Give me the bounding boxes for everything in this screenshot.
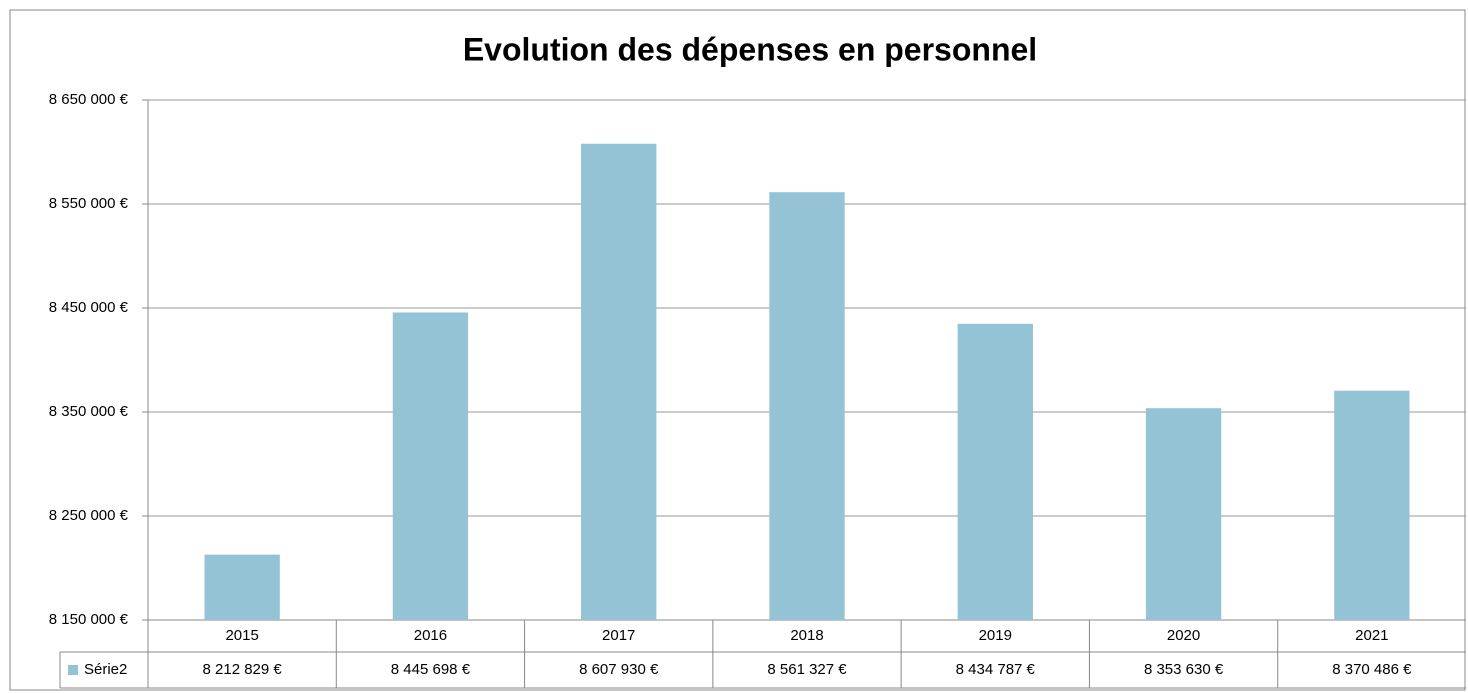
value-label: 8 353 630 €	[1144, 661, 1224, 678]
chart-title: Evolution des dépenses en personnel	[463, 31, 1037, 67]
bar	[957, 323, 1033, 620]
value-label: 8 561 327 €	[767, 661, 847, 678]
x-tick-label: 2021	[1355, 627, 1388, 644]
y-tick-label: 8 650 000 €	[49, 91, 129, 108]
value-label: 8 370 486 €	[1332, 661, 1412, 678]
y-tick-label: 8 250 000 €	[49, 507, 129, 524]
bar	[1145, 408, 1222, 620]
x-tick-label: 2019	[979, 627, 1012, 644]
bar	[581, 143, 657, 620]
legend-swatch	[68, 665, 78, 675]
y-tick-label: 8 450 000 €	[49, 299, 129, 316]
value-label: 8 607 930 €	[579, 661, 659, 678]
value-label: 8 212 829 €	[203, 661, 283, 678]
bar	[204, 554, 280, 620]
y-tick-label: 8 350 000 €	[49, 403, 129, 420]
x-tick-label: 2017	[602, 627, 635, 644]
x-tick-label: 2016	[414, 627, 447, 644]
y-tick-label: 8 550 000 €	[49, 195, 129, 212]
bar	[392, 312, 469, 620]
legend-label: Série2	[84, 661, 127, 678]
x-tick-label: 2015	[225, 627, 258, 644]
x-tick-label: 2020	[1167, 627, 1200, 644]
x-tick-label: 2018	[790, 627, 823, 644]
value-label: 8 434 787 €	[956, 661, 1036, 678]
bar	[769, 192, 845, 621]
y-tick-label: 8 150 000 €	[49, 611, 129, 628]
value-label: 8 445 698 €	[391, 661, 471, 678]
bar	[1334, 390, 1410, 620]
